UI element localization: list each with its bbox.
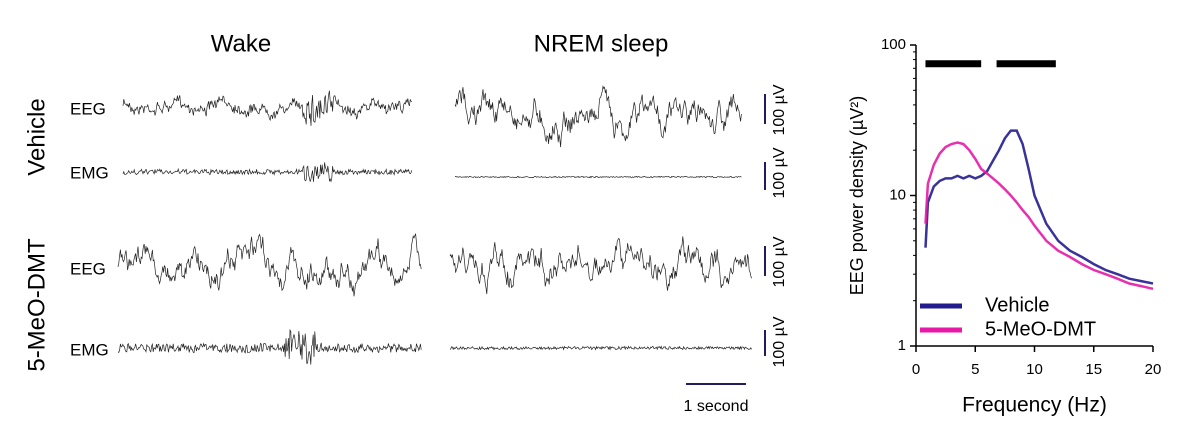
- channel-label: EMG: [70, 340, 109, 359]
- x-tick-label: 15: [1085, 361, 1102, 378]
- trace: [117, 233, 422, 297]
- legend-label: 5-MeO-DMT: [985, 318, 1096, 340]
- trace: [122, 90, 413, 126]
- y-tick-label: 100: [881, 36, 906, 53]
- trace: [449, 236, 752, 295]
- x-axis-label: Frequency (Hz): [962, 394, 1107, 417]
- row-title: 5-MeO-DMT: [23, 238, 50, 372]
- channel-label: EMG: [70, 163, 109, 182]
- scale-label: 100 µV: [771, 84, 788, 135]
- scale-label: 100 µV: [771, 316, 788, 367]
- x-tick-label: 0: [912, 361, 920, 378]
- scale-label: 100 µV: [771, 236, 788, 287]
- x-tick-label: 10: [1026, 361, 1043, 378]
- line: [924, 129, 1154, 285]
- x-tick-label: 20: [1145, 361, 1162, 378]
- legend-label: Vehicle: [985, 294, 1050, 316]
- trace: [454, 175, 742, 179]
- y-tick-label: 10: [889, 186, 906, 203]
- trace: [117, 328, 422, 365]
- channel-label: EEG: [70, 259, 106, 278]
- channel-label: EEG: [70, 99, 106, 118]
- scale-label: 100 µV: [771, 147, 788, 198]
- x-tick-label: 5: [971, 361, 979, 378]
- trace: [122, 162, 413, 183]
- column-title: NREM sleep: [534, 30, 669, 57]
- trace: [449, 345, 752, 351]
- scale-bars: [686, 94, 766, 385]
- trace: [454, 85, 742, 148]
- column-title: Wake: [211, 30, 271, 57]
- y-tick-label: 1: [898, 337, 906, 354]
- traces: [117, 85, 752, 365]
- y-axis-label: EEG power density (µV²): [847, 96, 867, 295]
- row-title: Vehicle: [23, 98, 50, 175]
- time-scale-label: 1 second: [684, 398, 749, 415]
- line: [924, 141, 1154, 291]
